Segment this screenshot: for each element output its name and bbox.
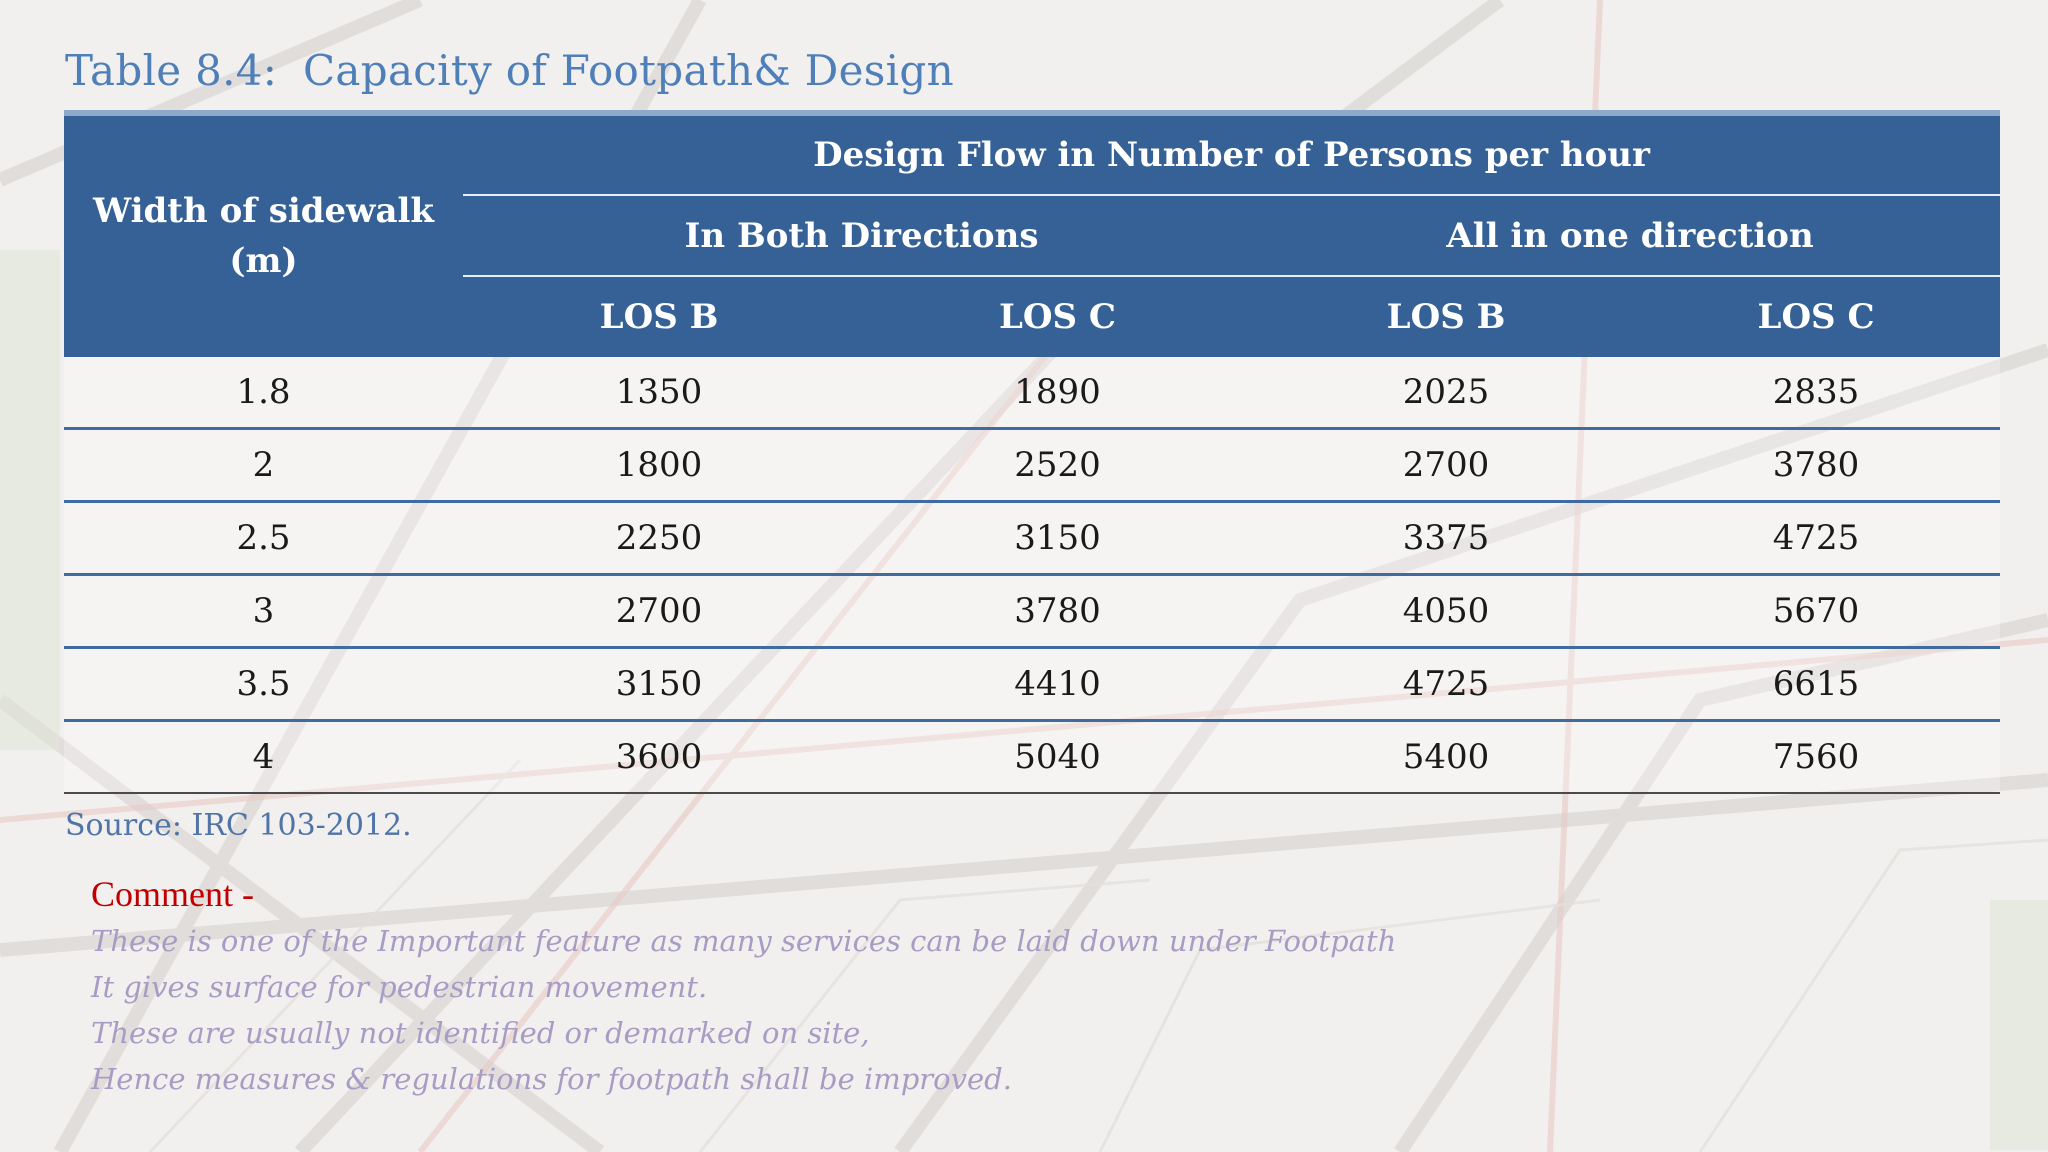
cell-both-los-c: 3780	[855, 574, 1260, 649]
cell-width: 3	[64, 574, 463, 649]
header-width-of-sidewalk: Width of sidewalk (m)	[64, 113, 463, 357]
table-row: 3 2700 3780 4050 5670	[64, 574, 2001, 649]
table-caption: Capacity of Footpath& Design	[303, 46, 954, 95]
cell-both-los-b: 2700	[463, 574, 855, 649]
comment-line: These are usually not identified or dema…	[91, 1016, 870, 1050]
header-one-direction: All in one direction	[1260, 195, 2001, 277]
table-row: 3.5 3150 4410 4725 6615	[64, 647, 2001, 722]
cell-one-los-c: 5670	[1632, 574, 2001, 649]
cell-both-los-b: 2250	[463, 501, 855, 576]
header-both-los-c: LOS C	[855, 276, 1260, 357]
cell-both-los-c: 5040	[855, 720, 1260, 794]
header-both-directions: In Both Directions	[463, 195, 1260, 277]
cell-both-los-c: 4410	[855, 647, 1260, 722]
cell-width: 3.5	[64, 647, 463, 722]
comment-heading: Comment -	[91, 874, 254, 914]
header-one-los-c: LOS C	[1632, 276, 2001, 357]
table-number: Table 8.4:	[65, 46, 278, 95]
table-title: Table 8.4: Capacity of Footpath& Design	[65, 46, 954, 95]
cell-both-los-b: 3150	[463, 647, 855, 722]
cell-one-los-c: 2835	[1632, 357, 2001, 430]
cell-one-los-c: 7560	[1632, 720, 2001, 794]
cell-both-los-b: 3600	[463, 720, 855, 794]
cell-one-los-b: 2700	[1260, 428, 1632, 503]
cell-width: 2.5	[64, 501, 463, 576]
cell-both-los-c: 1890	[855, 357, 1260, 430]
comment-line: It gives surface for pedestrian movement…	[91, 970, 708, 1004]
comment-list: These is one of the Important feature as…	[91, 918, 1396, 1102]
cell-one-los-b: 4050	[1260, 574, 1632, 649]
source-note: Source: IRC 103-2012.	[65, 808, 412, 843]
header-both-los-b: LOS B	[463, 276, 855, 357]
cell-one-los-b: 4725	[1260, 647, 1632, 722]
comment-line: Hence measures & regulations for footpat…	[91, 1062, 1012, 1096]
cell-width: 2	[64, 428, 463, 503]
cell-both-los-c: 2520	[855, 428, 1260, 503]
cell-width: 1.8	[64, 357, 463, 430]
header-one-los-b: LOS B	[1260, 276, 1632, 357]
table-row: 2 1800 2520 2700 3780	[64, 428, 2001, 503]
cell-width: 4	[64, 720, 463, 794]
table-row: 2.5 2250 3150 3375 4725	[64, 501, 2001, 576]
cell-both-los-c: 3150	[855, 501, 1260, 576]
cell-both-los-b: 1350	[463, 357, 855, 430]
table-row: 1.8 1350 1890 2025 2835	[64, 357, 2001, 430]
cell-one-los-b: 2025	[1260, 357, 1632, 430]
cell-one-los-c: 3780	[1632, 428, 2001, 503]
header-design-flow: Design Flow in Number of Persons per hou…	[463, 113, 2001, 196]
comment-line: These is one of the Important feature as…	[91, 924, 1397, 958]
cell-one-los-b: 3375	[1260, 501, 1632, 576]
cell-one-los-c: 6615	[1632, 647, 2001, 722]
cell-one-los-b: 5400	[1260, 720, 1632, 794]
capacity-table: Width of sidewalk (m) Design Flow in Num…	[64, 110, 2001, 794]
cell-both-los-b: 1800	[463, 428, 855, 503]
table-row: 4 3600 5040 5400 7560	[64, 720, 2001, 794]
cell-one-los-c: 4725	[1632, 501, 2001, 576]
